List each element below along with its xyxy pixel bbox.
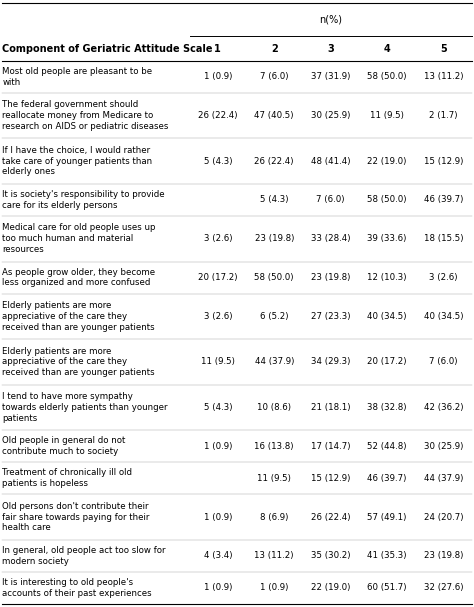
Text: 21 (18.1): 21 (18.1) [311, 403, 350, 412]
Text: It is society's responsibility to provide
care for its elderly persons: It is society's responsibility to provid… [2, 190, 165, 210]
Text: 11 (9.5): 11 (9.5) [370, 111, 404, 120]
Text: 37 (31.9): 37 (31.9) [311, 72, 350, 81]
Text: 60 (51.7): 60 (51.7) [367, 583, 407, 592]
Text: 46 (39.7): 46 (39.7) [367, 474, 407, 483]
Text: 2 (1.7): 2 (1.7) [429, 111, 458, 120]
Text: 38 (32.8): 38 (32.8) [367, 403, 407, 412]
Text: 5 (4.3): 5 (4.3) [203, 157, 232, 166]
Text: 7 (6.0): 7 (6.0) [316, 195, 345, 205]
Text: In general, old people act too slow for
modern society: In general, old people act too slow for … [2, 546, 166, 566]
Text: 47 (40.5): 47 (40.5) [255, 111, 294, 120]
Text: 3 (2.6): 3 (2.6) [203, 312, 232, 321]
Text: I tend to have more sympathy
towards elderly patients than younger
patients: I tend to have more sympathy towards eld… [2, 392, 168, 422]
Text: 23 (19.8): 23 (19.8) [311, 273, 350, 282]
Text: 4 (3.4): 4 (3.4) [203, 551, 232, 560]
Text: 8 (6.9): 8 (6.9) [260, 513, 288, 521]
Text: 3: 3 [327, 44, 334, 53]
Text: 15 (12.9): 15 (12.9) [424, 157, 463, 166]
Text: 30 (25.9): 30 (25.9) [424, 442, 463, 451]
Text: 34 (29.3): 34 (29.3) [311, 358, 350, 367]
Text: 5: 5 [440, 44, 447, 53]
Text: 13 (11.2): 13 (11.2) [424, 72, 463, 81]
Text: 26 (22.4): 26 (22.4) [255, 157, 294, 166]
Text: 2: 2 [271, 44, 278, 53]
Text: 7 (6.0): 7 (6.0) [429, 358, 458, 367]
Text: 4: 4 [383, 44, 391, 53]
Text: Treatment of chronically ill old
patients is hopeless: Treatment of chronically ill old patient… [2, 469, 132, 488]
Text: 6 (5.2): 6 (5.2) [260, 312, 289, 321]
Text: 52 (44.8): 52 (44.8) [367, 442, 407, 451]
Text: 17 (14.7): 17 (14.7) [311, 442, 350, 451]
Text: Elderly patients are more
appreciative of the care they
received than are younge: Elderly patients are more appreciative o… [2, 347, 155, 377]
Text: 41 (35.3): 41 (35.3) [367, 551, 407, 560]
Text: 32 (27.6): 32 (27.6) [424, 583, 463, 592]
Text: 46 (39.7): 46 (39.7) [424, 195, 463, 205]
Text: 58 (50.0): 58 (50.0) [255, 273, 294, 282]
Text: The federal government should
reallocate money from Medicare to
research on AIDS: The federal government should reallocate… [2, 100, 169, 131]
Text: 22 (19.0): 22 (19.0) [367, 157, 407, 166]
Text: 33 (28.4): 33 (28.4) [311, 234, 350, 243]
Text: 16 (13.8): 16 (13.8) [255, 442, 294, 451]
Text: 12 (10.3): 12 (10.3) [367, 273, 407, 282]
Text: 40 (34.5): 40 (34.5) [424, 312, 463, 321]
Text: As people grow older, they become
less organized and more confused: As people grow older, they become less o… [2, 268, 155, 287]
Text: 18 (15.5): 18 (15.5) [424, 234, 463, 243]
Text: 27 (23.3): 27 (23.3) [311, 312, 350, 321]
Text: 58 (50.0): 58 (50.0) [367, 72, 407, 81]
Text: 23 (19.8): 23 (19.8) [424, 551, 463, 560]
Text: 1 (0.9): 1 (0.9) [260, 583, 288, 592]
Text: 1 (0.9): 1 (0.9) [204, 513, 232, 521]
Text: Old people in general do not
contribute much to society: Old people in general do not contribute … [2, 436, 126, 456]
Text: 20 (17.2): 20 (17.2) [367, 358, 407, 367]
Text: 42 (36.2): 42 (36.2) [424, 403, 463, 412]
Text: Most old people are pleasant to be
with: Most old people are pleasant to be with [2, 67, 153, 87]
Text: Elderly patients are more
appreciative of the care they
received than are younge: Elderly patients are more appreciative o… [2, 301, 155, 331]
Text: 44 (37.9): 44 (37.9) [424, 474, 463, 483]
Text: 1: 1 [214, 44, 221, 53]
Text: Component of Geriatric Attitude Scale: Component of Geriatric Attitude Scale [2, 44, 213, 53]
Text: 35 (30.2): 35 (30.2) [311, 551, 350, 560]
Text: If I have the choice, I would rather
take care of younger patients than
elderly : If I have the choice, I would rather tak… [2, 146, 153, 177]
Text: n(%): n(%) [319, 15, 342, 25]
Text: 3 (2.6): 3 (2.6) [203, 234, 232, 243]
Text: 1 (0.9): 1 (0.9) [204, 72, 232, 81]
Text: 44 (37.9): 44 (37.9) [255, 358, 294, 367]
Text: 7 (6.0): 7 (6.0) [260, 72, 289, 81]
Text: 58 (50.0): 58 (50.0) [367, 195, 407, 205]
Text: 48 (41.4): 48 (41.4) [311, 157, 350, 166]
Text: 20 (17.2): 20 (17.2) [198, 273, 237, 282]
Text: 15 (12.9): 15 (12.9) [311, 474, 350, 483]
Text: 26 (22.4): 26 (22.4) [198, 111, 237, 120]
Text: 30 (25.9): 30 (25.9) [311, 111, 350, 120]
Text: 57 (49.1): 57 (49.1) [367, 513, 407, 521]
Text: 39 (33.6): 39 (33.6) [367, 234, 407, 243]
Text: 3 (2.6): 3 (2.6) [429, 273, 458, 282]
Text: 26 (22.4): 26 (22.4) [311, 513, 350, 521]
Text: 10 (8.6): 10 (8.6) [257, 403, 291, 412]
Text: 5 (4.3): 5 (4.3) [260, 195, 289, 205]
Text: 40 (34.5): 40 (34.5) [367, 312, 407, 321]
Text: It is interesting to old people's
accounts of their past experiences: It is interesting to old people's accoun… [2, 578, 152, 598]
Text: 11 (9.5): 11 (9.5) [201, 358, 235, 367]
Text: 22 (19.0): 22 (19.0) [311, 583, 350, 592]
Text: 1 (0.9): 1 (0.9) [204, 442, 232, 451]
Text: 23 (19.8): 23 (19.8) [255, 234, 294, 243]
Text: 1 (0.9): 1 (0.9) [204, 583, 232, 592]
Text: 5 (4.3): 5 (4.3) [203, 403, 232, 412]
Text: Old persons don't contribute their
fair share towards paying for their
health ca: Old persons don't contribute their fair … [2, 502, 150, 532]
Text: 11 (9.5): 11 (9.5) [257, 474, 291, 483]
Text: 13 (11.2): 13 (11.2) [255, 551, 294, 560]
Text: 24 (20.7): 24 (20.7) [424, 513, 463, 521]
Text: Medical care for old people uses up
too much human and material
resources: Medical care for old people uses up too … [2, 223, 156, 254]
